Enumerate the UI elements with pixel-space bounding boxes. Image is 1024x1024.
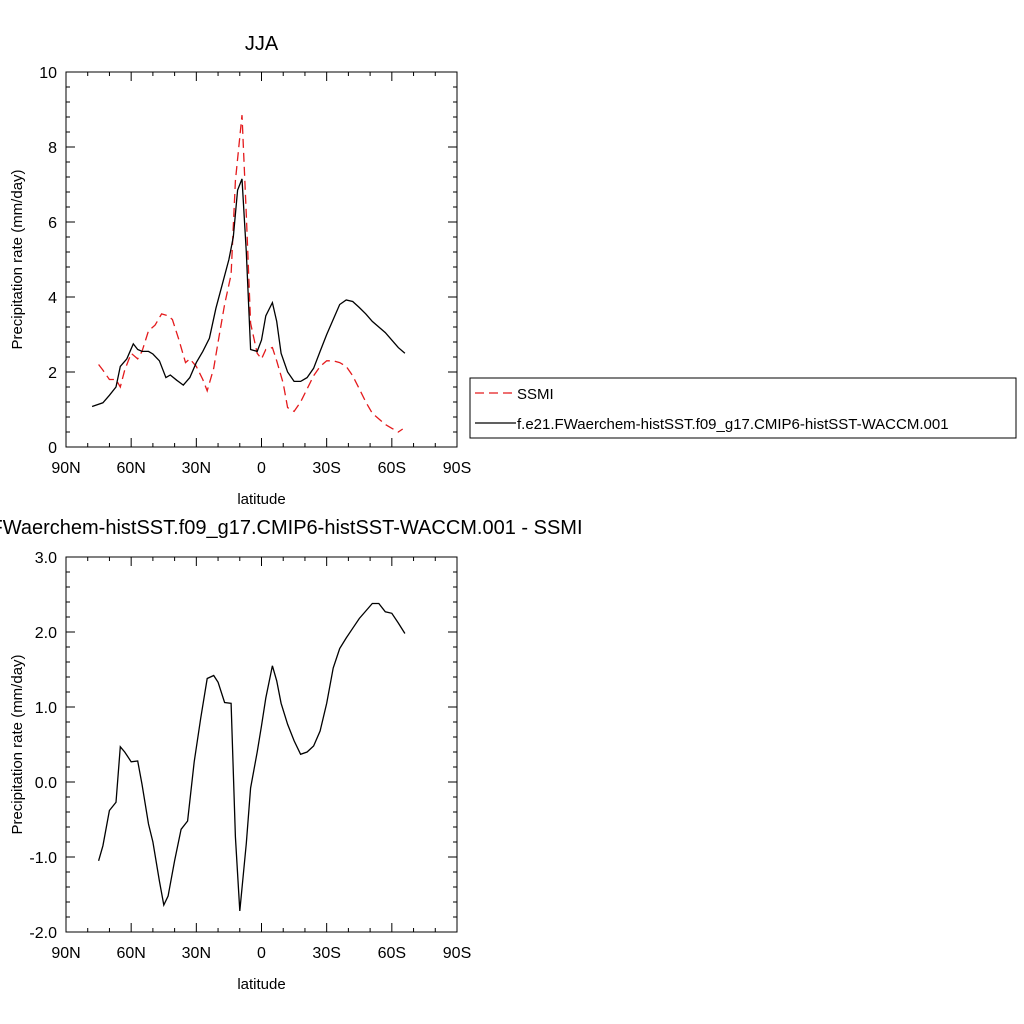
x-tick-label: 60S (378, 945, 406, 962)
y-tick-label: -2.0 (29, 925, 57, 942)
y-tick-label: 2.0 (35, 625, 57, 642)
y-tick-label: 3.0 (35, 550, 57, 567)
x-tick-label: 60N (116, 945, 145, 962)
x-tick-label: 30S (312, 945, 340, 962)
chart-1: JJA 90N 60N 30N 0 30S 60S 90S 0 2 4 6 8 10 latitude Pre… (9, 33, 1017, 508)
y-axis-label: Precipitation rate (mm/day) (9, 169, 26, 349)
plot-frame (65, 71, 458, 448)
x-tick-label: 30N (182, 460, 211, 477)
chart-title: JJA (245, 33, 279, 55)
x-tick-label: 30N (182, 945, 211, 962)
x-axis-label: latitude (237, 491, 285, 508)
x-tick-label: 90N (51, 945, 80, 962)
x-tick-label: 60S (378, 460, 406, 477)
x-tick-label: 90N (51, 460, 80, 477)
chart-2: f.e21.FWaerchem-histSST.f09_g17.CMIP6-hi… (0, 517, 583, 993)
series-line-ssmi (98, 115, 404, 433)
y-tick-label: 4 (48, 290, 57, 307)
y-tick-label: 1.0 (35, 700, 57, 717)
x-tick-label: 90S (443, 460, 471, 477)
y-tick-label: 6 (48, 215, 57, 232)
x-tick-label: 30S (312, 460, 340, 477)
x-tick-label: 0 (257, 945, 266, 962)
chart-title: f.e21.FWaerchem-histSST.f09_g17.CMIP6-hi… (0, 517, 583, 539)
legend-label: f.e21.FWaerchem-histSST.f09_g17.CMIP6-hi… (517, 416, 949, 433)
y-tick-label: 0.0 (35, 775, 57, 792)
series-line-difference (97, 602, 406, 912)
y-tick-label: 8 (48, 140, 57, 157)
legend: SSMI f.e21.FWaerchem-histSST.f09_g17.CMIP… (469, 377, 1017, 439)
x-tick-label: 90S (443, 945, 471, 962)
series-line-f-e21-fwaerchem-histsst-f09-g1 (91, 178, 406, 408)
legend-label: SSMI (517, 386, 554, 403)
y-tick-label: 0 (48, 440, 57, 457)
y-tick-label: 2 (48, 365, 57, 382)
legend-box (469, 377, 1017, 439)
plot-frame (65, 556, 458, 933)
x-tick-label: 60N (116, 460, 145, 477)
y-tick-label: 10 (39, 65, 57, 82)
x-tick-label: 0 (257, 460, 266, 477)
y-tick-label: -1.0 (29, 850, 57, 867)
x-axis-label: latitude (237, 976, 285, 993)
y-axis-label: Precipitation rate (mm/day) (9, 654, 26, 834)
